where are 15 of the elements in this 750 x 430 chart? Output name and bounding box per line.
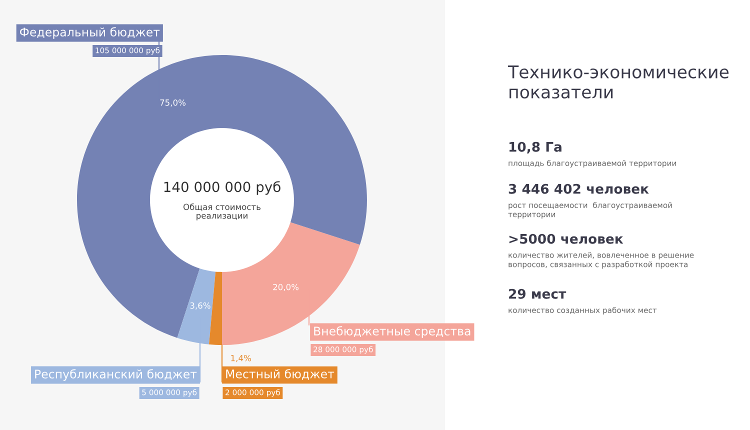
text: 29 мест (509, 288, 566, 299)
text: 3,6% (190, 302, 210, 310)
text: >5000 человек (509, 234, 624, 244)
text: Технико-экономические показатели (508, 66, 729, 99)
slice-label: Федеральный бюджет (20, 27, 160, 39)
text: 3 446 402 человек (508, 184, 649, 194)
text: 10,8 Га (509, 142, 562, 154)
text: 75,0% (160, 99, 186, 107)
slice-label: Республиканский бюджет (35, 369, 197, 381)
slice-label: Внебюджетные средства (314, 326, 470, 338)
text: Общая стоимость реализации (183, 203, 261, 220)
text: 1,4% (231, 354, 251, 362)
slice-label: Местный бюджет (226, 369, 334, 380)
text: 140 000 000 руб (164, 181, 280, 195)
text: 20,0% (273, 284, 299, 292)
